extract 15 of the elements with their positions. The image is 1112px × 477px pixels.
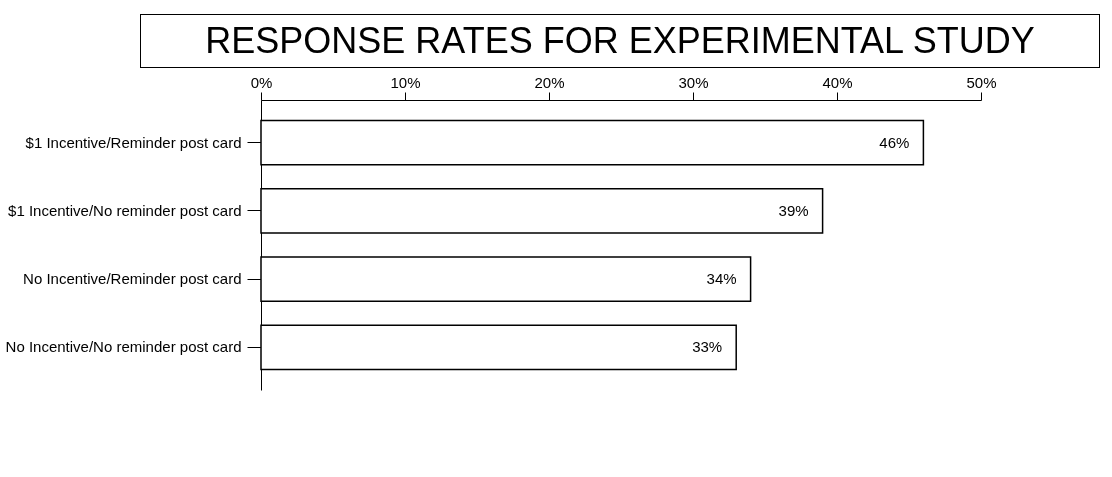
- y-tick-label: $1 Incentive/Reminder post card: [25, 133, 242, 151]
- x-tick-label: 10%: [390, 73, 421, 91]
- data-label: 34%: [706, 270, 737, 288]
- x-tick-label: 50%: [966, 73, 997, 91]
- x-tick-label: 30%: [678, 73, 709, 91]
- y-tick-label: $1 Incentive/No reminder post card: [8, 201, 242, 219]
- data-label: 33%: [692, 338, 723, 356]
- x-tick-label: 0%: [250, 73, 273, 91]
- y-tick-label: No Incentive/Reminder post card: [23, 270, 242, 288]
- chart-title: RESPONSE RATES FOR EXPERIMENTAL STUDY: [140, 14, 1100, 68]
- data-label: 39%: [778, 201, 809, 219]
- y-tick-label: No Incentive/No reminder post card: [5, 338, 242, 356]
- data-label: 46%: [879, 133, 910, 151]
- x-tick-label: 40%: [822, 73, 853, 91]
- x-tick-label: 20%: [534, 73, 565, 91]
